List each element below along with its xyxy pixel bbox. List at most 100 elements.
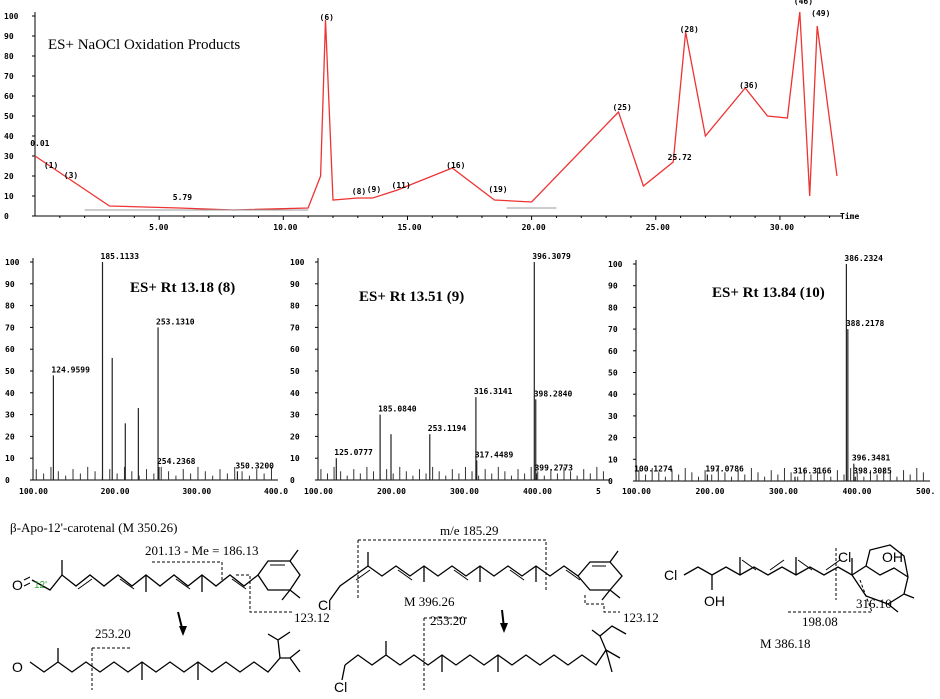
spectrum-x-tick-label: 100.00 (19, 487, 48, 496)
spectrum-3-title: ES+ Rt 13.84 (10) (712, 285, 825, 301)
spectrum-peak-label: 399.2773 (534, 463, 573, 472)
spectrum-peak-label: 396.3079 (532, 252, 571, 261)
fragment-123-label-1: 123.12 (294, 610, 330, 625)
chromatogram-peak-label: (1) (44, 161, 58, 170)
fragment-185-label: m/e 185.29 (440, 523, 499, 538)
spectrum-x-tick-label: 400.00 (843, 487, 872, 496)
spectrum-y-tick-label: 80 (608, 303, 618, 312)
spectrum-y-tick-label: 10 (5, 454, 15, 463)
chromatogram-x-tick-label: 20.00 (522, 223, 546, 232)
m386-label: M 386.18 (760, 636, 811, 651)
structures-labels: β-Apo-12'-carotenal (M 350.26) 201.13 - … (10, 520, 903, 695)
spectrum-y-tick-label: 80 (5, 302, 15, 311)
spectrum-peak-label: 185.0840 (378, 405, 417, 414)
spectrum-y-tick-label: 100 (5, 258, 20, 267)
spectrum-x-tick-label: 200.00 (696, 487, 725, 496)
spectrum-peak-label: 386.2324 (844, 254, 883, 263)
chromatogram-peak-label: 5.79 (173, 193, 192, 202)
structure-m386 (683, 544, 915, 613)
spectrum-peak-label: 100.1274 (634, 464, 673, 473)
spectrum-2-title: ES+ Rt 13.51 (9) (359, 289, 464, 305)
spectrum-y-tick-label: 70 (290, 323, 300, 332)
spectrum-y-tick-label: 20 (290, 432, 300, 441)
spectrum-y-tick-label: 90 (608, 282, 618, 291)
chromatogram-y-tick-label: 40 (4, 132, 14, 141)
spectrum-panel-2: ES+ Rt 13.51 (9) 01020304050607080901001… (290, 252, 610, 496)
spectrum-y-tick-label: 40 (608, 390, 618, 399)
spectrum-1-title: ES+ Rt 13.18 (8) (130, 280, 235, 296)
spectrum-peak-label: 398.2840 (534, 389, 573, 398)
chromatogram-x-ticks: 5.00 10.00 15.00 20.00 25.00 30.00 (59, 216, 831, 232)
fragment-316-label: 316.10 (856, 596, 892, 611)
spectrum-peak-label: 316.3141 (474, 387, 513, 396)
spectrum-x-tick-label: 100.00 (622, 487, 651, 496)
structures-panel (23, 539, 915, 690)
spectrum-peak-label: 396.3481 (852, 454, 891, 463)
fragment-253-label-1: 253.20 (95, 626, 131, 641)
spectrum-peak-label: 197.0786 (705, 464, 744, 473)
spectrum-peak-label: 253.1194 (428, 424, 467, 433)
position-12-label: 12' (34, 580, 47, 591)
spectrum-peak-label: 388.2178 (846, 319, 885, 328)
oxygen-atom-2: O (12, 659, 23, 675)
spectrum-y-tick-label: 50 (608, 369, 618, 378)
spectrum-x-tick-label: 400.0 (264, 487, 288, 496)
oxygen-atom-1: O (12, 577, 23, 593)
apo-carotenal-label: β-Apo-12'-carotenal (M 350.26) (10, 520, 177, 535)
spectrum-x-tick-label: 5 (596, 487, 601, 496)
chromatogram-peak-label: (3) (64, 171, 78, 180)
chromatogram-peak-label: (16) (446, 161, 465, 170)
fragment-253-label-2: 253.20 (430, 613, 466, 628)
spectrum-x-tick-label: 200.00 (101, 487, 130, 496)
spectrum-y-tick-label: 50 (5, 367, 15, 376)
chromatogram-y-ticks: 0 10 20 30 40 50 60 70 80 90 100 (4, 12, 35, 221)
chromatogram-y-tick-label: 10 (4, 192, 14, 201)
spectrum-y-tick-label: 30 (5, 411, 15, 420)
spectrum-peak-label: 253.1310 (156, 317, 195, 326)
spectrum-y-tick-label: 20 (5, 432, 15, 441)
spectrum-y-tick-label: 90 (5, 280, 15, 289)
chromatogram-peak-label: (25) (613, 103, 632, 112)
spectrum-y-tick-label: 90 (290, 280, 300, 289)
chromatogram-peak-label: 0.01 (30, 139, 49, 148)
chromatogram-y-tick-label: 70 (4, 72, 14, 81)
spectrum-x-tick-label: 300.00 (769, 487, 798, 496)
hydroxyl-group-1: OH (704, 593, 725, 609)
spectrum-panel-3: ES+ Rt 13.84 (10) 0 10 20 30 40 50 60 70 80 90 100… (608, 254, 935, 496)
chromatogram-y-tick-label: 90 (4, 32, 14, 41)
chromatogram-y-tick-label: 50 (4, 112, 14, 121)
m396-label: M 396.26 (404, 594, 455, 609)
spectrum-y-tick-label: 70 (5, 323, 15, 332)
fragment-198-label: 198.08 (802, 614, 838, 629)
chromatogram-title: ES+ NaOCl Oxidation Products (48, 37, 240, 53)
fragment-123-label-2: 123.12 (623, 610, 659, 625)
spectrum-x-tick-label: 300.00 (450, 487, 479, 496)
spectrum-y-tick-label: 100 (290, 258, 305, 267)
spectrum-y-tick-label: 30 (290, 411, 300, 420)
spectrum-peak-label: 316.3166 (793, 467, 832, 476)
chromatogram-peak-label: (6) (320, 13, 334, 22)
spectrum-y-tick-label: 60 (5, 345, 15, 354)
spectrum-y-tick-label: 30 (608, 412, 618, 421)
spectrum-peak-label: 124.9599 (51, 365, 90, 374)
spectrum-y-tick-label: 20 (608, 434, 618, 443)
spectrum-peak-label: 398.3085 (853, 467, 892, 476)
spectrum-x-tick-label: 500. (916, 487, 935, 496)
spectrum-peak-label: 317.4489 (475, 450, 514, 459)
chromatogram-x-tick-label: 25.00 (646, 223, 670, 232)
spectrum-x-tick-label: 200.00 (377, 487, 406, 496)
hydroxyl-group-2: OH (882, 549, 903, 565)
chlorine-atom-4: Cl (838, 549, 851, 565)
spectrum-y-tick-label: 0 (290, 476, 295, 485)
chromatogram-axis-label: Time (840, 211, 859, 221)
chromatogram-peak-label: 25.72 (668, 153, 692, 162)
chromatogram-y-tick-label: 30 (4, 152, 14, 161)
chromatogram-peak-label: (9) (367, 185, 381, 194)
structure-apo-carotenal (23, 549, 301, 690)
chromatogram-y-tick-label: 20 (4, 172, 14, 181)
spectrum-x-tick-label: 400.00 (523, 487, 552, 496)
spectrum-y-tick-label: 80 (290, 302, 300, 311)
chromatogram-peak-label: (19) (488, 185, 507, 194)
